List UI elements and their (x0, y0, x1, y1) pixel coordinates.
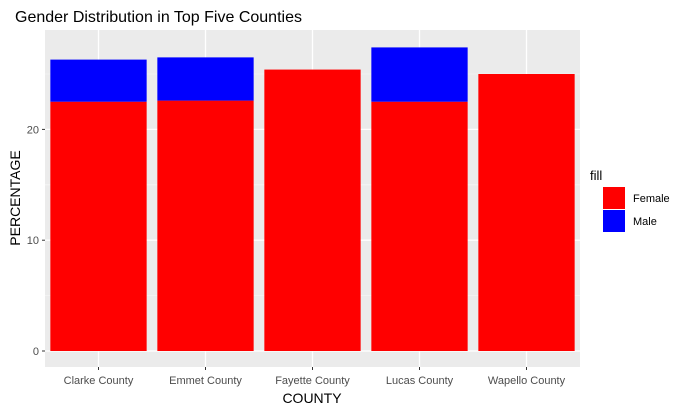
legend-title: fill (590, 168, 602, 183)
y-tick-label: 0 (33, 346, 39, 358)
y-tick-label: 10 (27, 235, 39, 247)
legend-label: Male (633, 216, 657, 228)
y-axis-title: PERCENTAGE (7, 150, 23, 245)
x-tick-label: Emmet County (169, 375, 242, 387)
bar-female (157, 100, 254, 351)
bar-female (264, 69, 361, 352)
y-axis: 0 10 20 (27, 124, 45, 358)
y-tick-label: 20 (27, 124, 39, 136)
x-tick-label: Clarke County (64, 375, 134, 387)
legend-label: Female (633, 193, 670, 205)
legend: fill Female Male (590, 168, 670, 232)
legend-swatch-male (603, 210, 625, 232)
bar-male (371, 47, 468, 102)
bar-male (157, 57, 254, 101)
bar-male (50, 59, 147, 102)
x-tick-label: Lucas County (386, 375, 454, 387)
legend-swatch-female (603, 187, 625, 209)
chart-title: Gender Distribution in Top Five Counties (15, 9, 302, 26)
x-tick-label: Wapello County (488, 375, 566, 387)
x-axis: Clarke County Emmet County Fayette County L… (64, 367, 566, 387)
bar-female (371, 101, 468, 351)
bar-female (50, 101, 147, 351)
bar-female (478, 74, 575, 351)
x-tick-label: Fayette County (275, 375, 350, 387)
bars (50, 47, 575, 352)
x-axis-title: COUNTY (282, 390, 342, 406)
